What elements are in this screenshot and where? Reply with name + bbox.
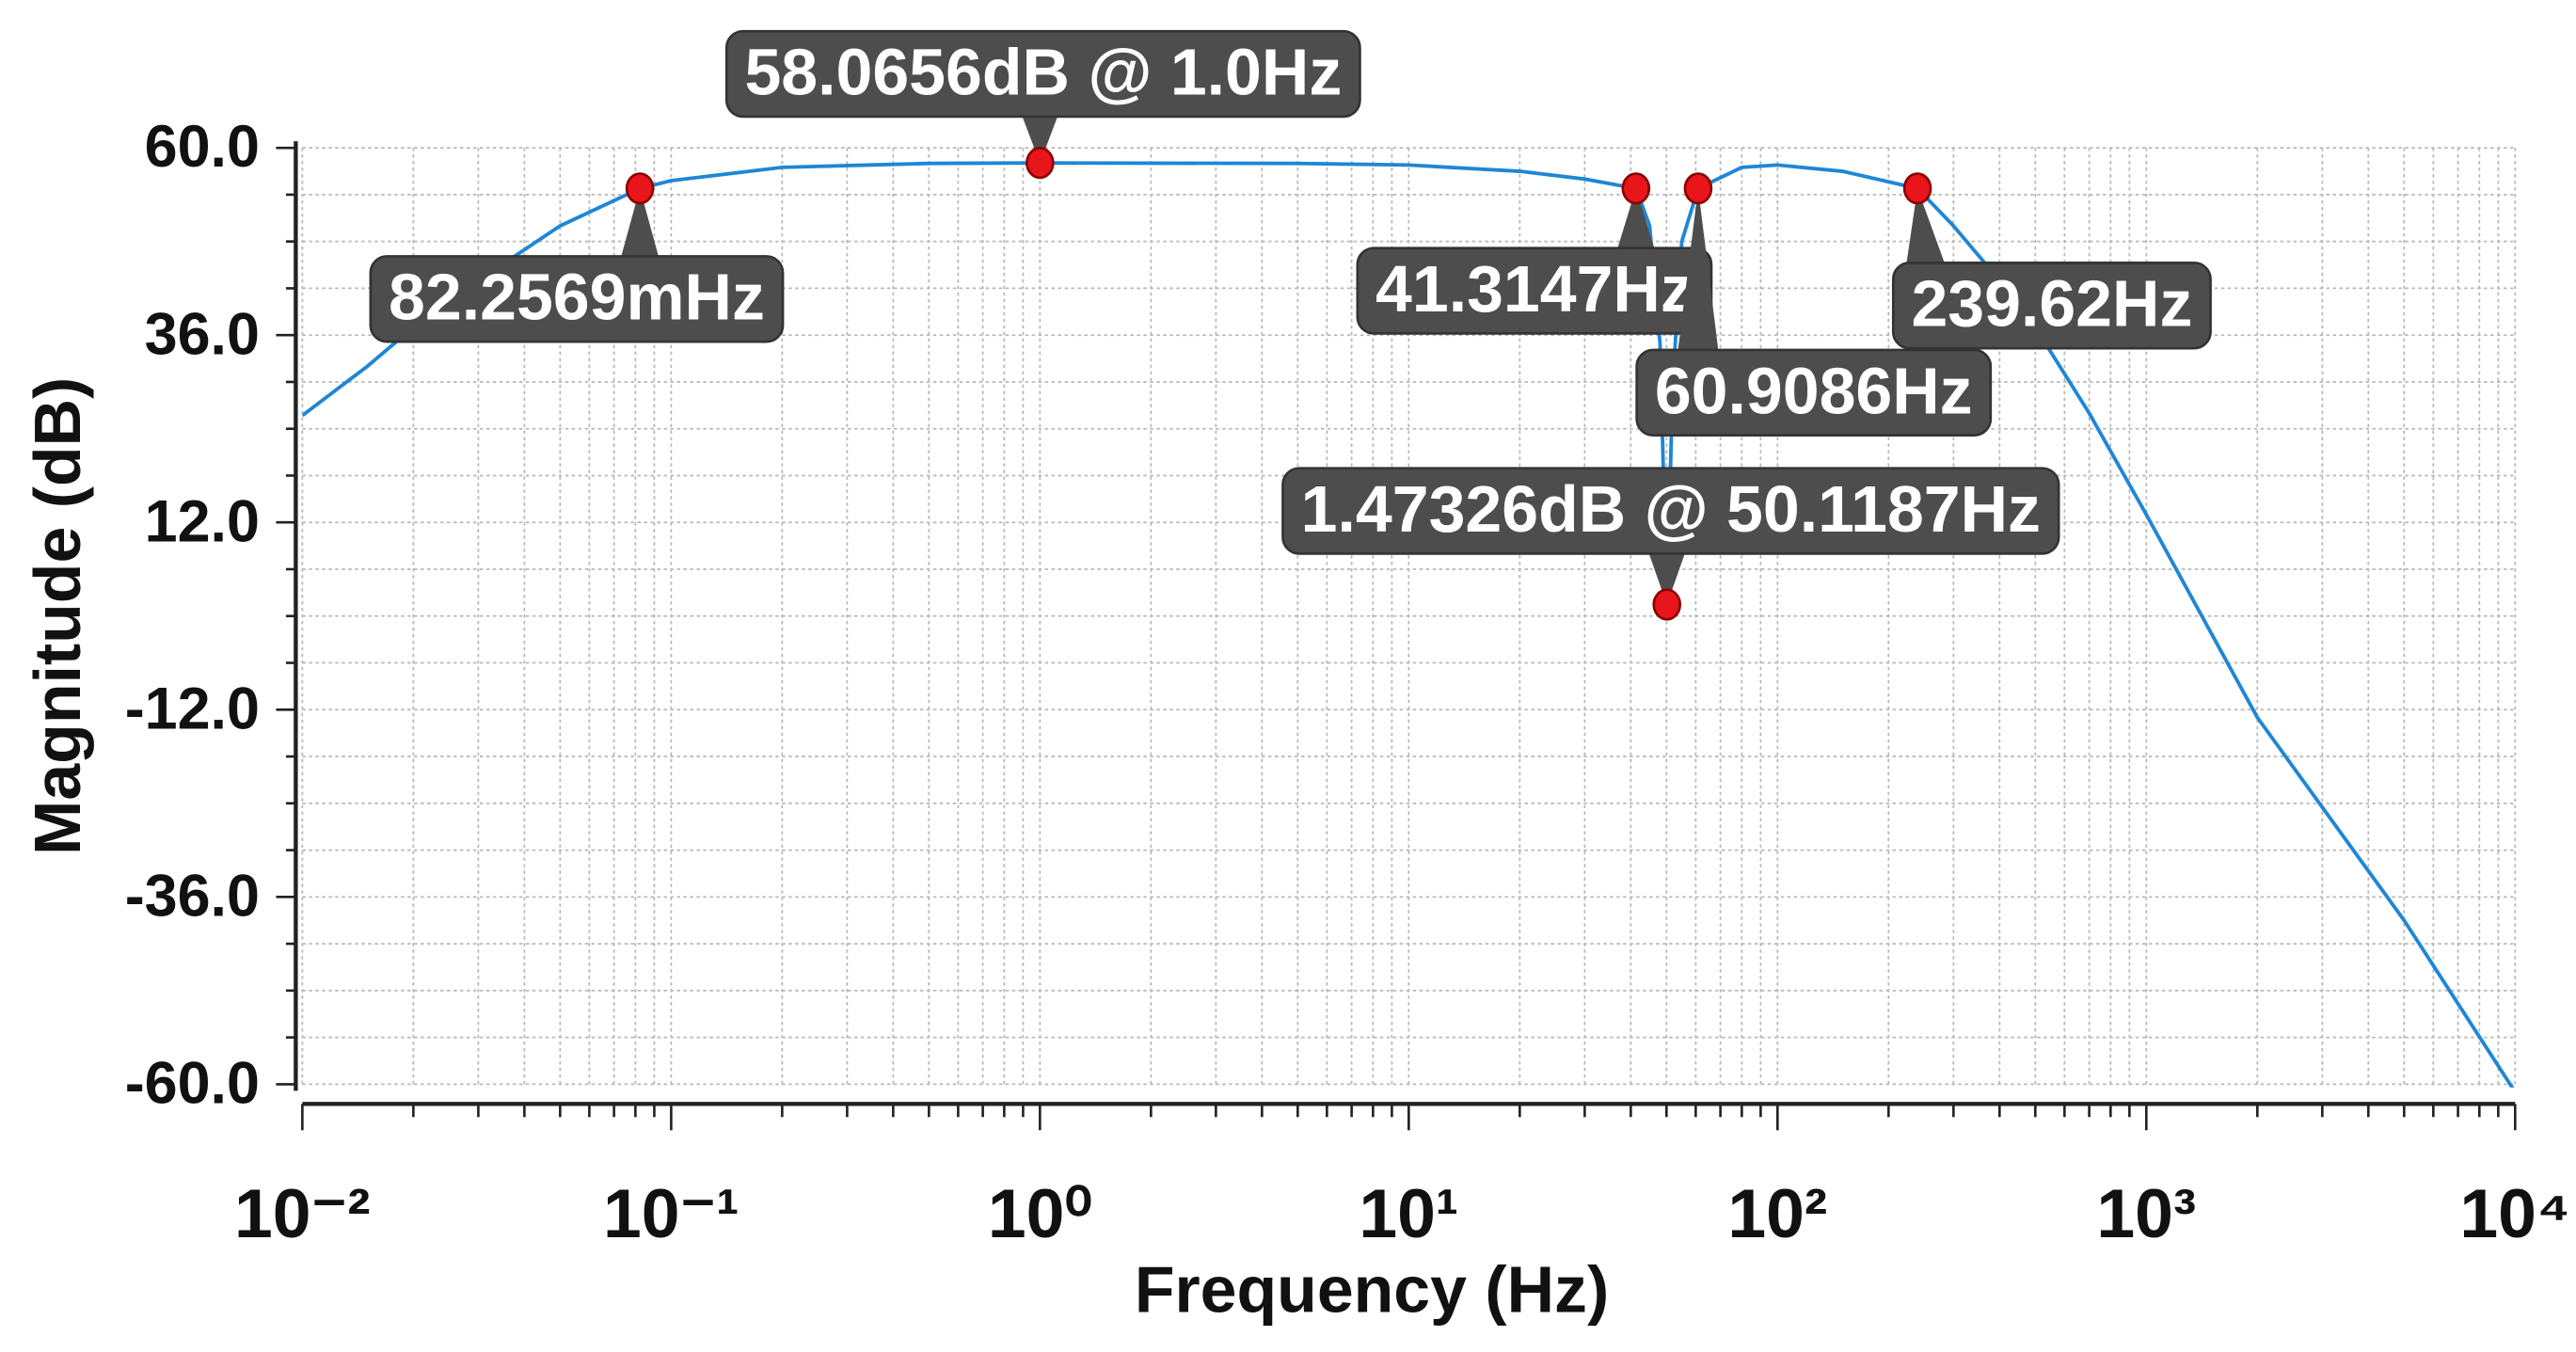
callout-pointer (1677, 188, 1720, 360)
marker (1683, 172, 1713, 205)
x-tick-label: 10⁰ (988, 1175, 1092, 1252)
callout-label: 60.9086Hz (1655, 354, 1973, 427)
callout-box (1356, 247, 1713, 335)
x-tick-label: 10² (1727, 1175, 1827, 1252)
callout-pointer (1646, 543, 1689, 605)
callout-pointer (1904, 188, 1948, 276)
marker (1902, 172, 1932, 205)
callout: 58.0656dB @ 1.0Hz (724, 29, 1361, 164)
marker (625, 172, 655, 205)
callout-label: 1.47326dB @ 50.1187Hz (1301, 472, 2041, 546)
callout-label: 58.0656dB @ 1.0Hz (744, 36, 1342, 109)
marker (1026, 147, 1055, 180)
annotations: 58.0656dB @ 1.0Hz 82.2569mHz 41.3147Hz 60.9… (369, 29, 2212, 621)
axes: 60.0 36.0 12.0 -12.0 -36.0 -60.0 10⁻² 10⁻¹ 10⁰ 10… (125, 114, 2570, 1252)
callout: 41.3147Hz (1356, 188, 1713, 335)
x-tick-label: 10³ (2096, 1175, 2196, 1252)
y-tick-label: -12.0 (125, 676, 260, 741)
y-tick-label: 36.0 (145, 301, 260, 367)
callout: 82.2569mHz (369, 188, 785, 343)
callout-box (1635, 348, 1993, 437)
y-axis-title: Magnitude (dB) (21, 377, 94, 855)
callout-box (724, 29, 1361, 119)
marker (1621, 172, 1651, 205)
x-tick-label: 10⁴ (2459, 1175, 2570, 1252)
y-tick-label: -60.0 (125, 1050, 260, 1116)
callout-pointer (1614, 188, 1658, 259)
callout-box (369, 255, 785, 343)
callout-pointer (618, 188, 661, 266)
marker (1652, 588, 1682, 621)
x-tick-label: 10⁻² (234, 1175, 371, 1252)
callout: 1.47326dB @ 50.1187Hz (1281, 467, 2060, 605)
y-tick-label: 60.0 (145, 114, 260, 180)
y-tick-label: 12.0 (145, 488, 260, 554)
callout-pointer (1018, 106, 1062, 164)
x-tick-label: 10⁻¹ (603, 1175, 739, 1252)
callout-box (1891, 262, 2212, 350)
callout-label: 82.2569mHz (389, 261, 765, 334)
y-tick-label: -36.0 (125, 863, 260, 929)
callout-label: 41.3147Hz (1375, 252, 1693, 326)
callout-box (1281, 467, 2060, 555)
x-tick-label: 10¹ (1359, 1175, 1458, 1252)
callout: 239.62Hz (1891, 188, 2212, 350)
callout-label: 239.62Hz (1911, 267, 2192, 341)
x-axis-title: Frequency (Hz) (1135, 1252, 1609, 1326)
callout: 60.9086Hz (1635, 188, 1993, 437)
